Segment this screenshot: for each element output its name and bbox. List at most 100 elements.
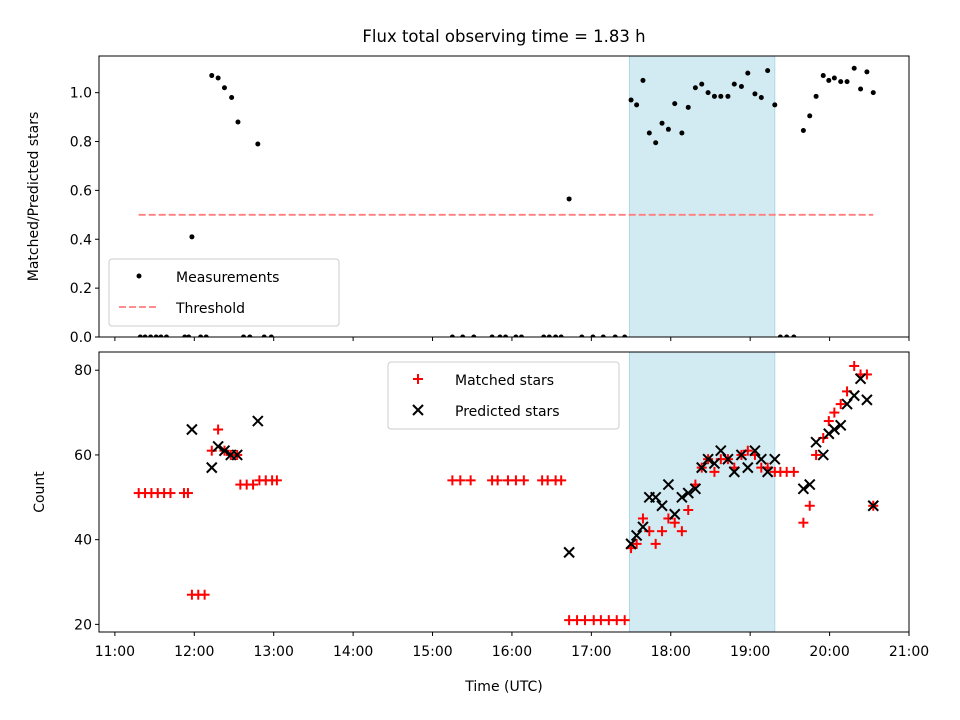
data-point (203, 334, 209, 337)
data-point (692, 85, 698, 91)
data-point (810, 436, 822, 448)
x-tick-label: 18:00 (651, 644, 691, 660)
y-tick-label: 0.6 (70, 183, 92, 199)
data-point (702, 453, 714, 465)
data-point (725, 93, 731, 99)
data-point (212, 440, 224, 453)
data-point (563, 546, 575, 559)
data-point (497, 334, 503, 337)
marker-stroke (755, 453, 768, 465)
marker-stroke (867, 500, 879, 512)
marker-stroke (563, 546, 575, 559)
chart-title: Flux total observing time = 1.83 h (362, 27, 645, 46)
data-point (622, 334, 628, 337)
data-point (797, 483, 810, 495)
data-point (518, 334, 524, 337)
marker-stroke (834, 419, 847, 431)
x-axis-label: Time (UTC) (464, 679, 542, 695)
marker-stroke (848, 389, 860, 402)
marker-stroke (252, 415, 264, 427)
data-point (158, 334, 164, 337)
marker-stroke (817, 449, 829, 461)
data-point (241, 334, 247, 337)
marker-stroke (735, 449, 748, 461)
marker-stroke (231, 449, 243, 461)
data-point (229, 95, 235, 101)
data-point (731, 81, 737, 87)
data-point (186, 334, 192, 337)
marker-stroke (656, 500, 668, 512)
data-point (218, 444, 231, 457)
marker-stroke (689, 483, 702, 495)
data-point (848, 389, 860, 402)
data-point (835, 399, 846, 410)
data-point (861, 394, 873, 406)
marker-stroke (769, 453, 781, 465)
data-point (709, 466, 720, 477)
data-point (640, 77, 646, 83)
data-point (798, 517, 809, 528)
data-point (628, 97, 634, 103)
panel-plot-area (133, 360, 879, 626)
x-tick-label: 21:00 (889, 644, 929, 660)
data-point (634, 102, 640, 108)
y-tick-label: 0.8 (70, 135, 92, 151)
data-point (649, 491, 662, 504)
data-point (817, 449, 829, 461)
data-point (699, 81, 705, 87)
marker-stroke (637, 521, 649, 533)
axes-frame (98, 351, 910, 633)
y-axis-label: Count (32, 471, 48, 513)
legend: Matched stars Predicted stars (387, 361, 620, 430)
data-point (685, 104, 691, 110)
marker-stroke (630, 529, 643, 542)
marker-stroke (206, 461, 218, 474)
marker-stroke (797, 483, 810, 495)
data-point (823, 416, 834, 427)
data-point (182, 334, 188, 337)
data-point (650, 538, 661, 549)
data-point (854, 372, 867, 385)
marker-stroke (682, 487, 694, 499)
data-point (465, 475, 476, 486)
y-tick-label: 20 (74, 617, 92, 633)
data-point (738, 84, 744, 90)
x-tick-label: 17:00 (571, 644, 611, 660)
data-point (683, 505, 694, 516)
data-point (631, 538, 642, 549)
data-point (813, 93, 819, 99)
marker-stroke (702, 453, 714, 465)
data-point (772, 102, 778, 108)
data-point (189, 234, 195, 240)
marker-stroke (669, 508, 681, 520)
legend-marker (136, 273, 142, 279)
data-point (864, 69, 870, 75)
data-point (553, 334, 559, 337)
observing-window-span (628, 55, 776, 338)
data-point (849, 360, 860, 371)
data-point (186, 423, 198, 436)
legend-marker (412, 404, 424, 416)
data-point (268, 334, 274, 337)
marker-stroke (676, 491, 688, 504)
data-point (749, 444, 761, 457)
data-point (492, 475, 503, 486)
legend-label: Matched stars (455, 373, 554, 389)
marker-stroke (662, 478, 675, 491)
data-point (708, 457, 721, 470)
x-tick-label: 14:00 (333, 644, 373, 660)
series-measurements (137, 65, 876, 337)
data-point (752, 91, 758, 97)
data-point (800, 128, 806, 134)
legend-entry: Measurements (136, 270, 279, 286)
panel-plot-area (137, 65, 876, 337)
data-point (722, 453, 734, 465)
data-point (804, 500, 815, 511)
marker-stroke (696, 461, 708, 474)
data-point (646, 130, 652, 136)
data-point (630, 529, 643, 542)
data-point (777, 334, 783, 337)
y-tick-label: 80 (74, 363, 92, 379)
